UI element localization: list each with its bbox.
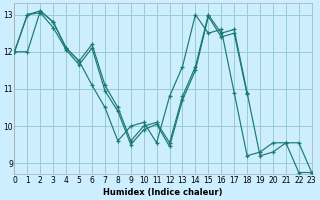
X-axis label: Humidex (Indice chaleur): Humidex (Indice chaleur) [103, 188, 223, 197]
